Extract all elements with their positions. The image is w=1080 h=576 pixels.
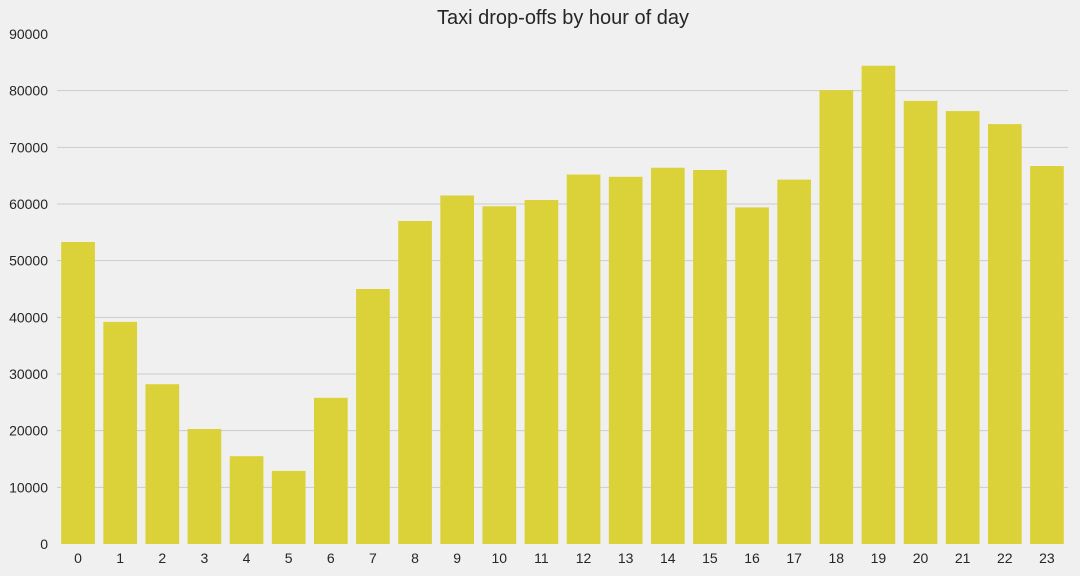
bar [693, 170, 727, 544]
x-tick-label: 11 [534, 550, 549, 566]
x-tick-label: 20 [913, 550, 929, 566]
x-tick-label: 8 [411, 550, 419, 566]
x-tick-label: 5 [285, 550, 293, 566]
y-tick-label: 60000 [9, 196, 48, 212]
bar [777, 179, 812, 544]
bar [356, 289, 390, 544]
x-tick-label: 9 [453, 550, 461, 566]
x-tick-label: 17 [786, 550, 802, 566]
bar [271, 470, 306, 544]
x-tick-label: 7 [369, 550, 377, 566]
bar [861, 65, 896, 544]
x-tick-label: 12 [576, 550, 592, 566]
bar [566, 174, 601, 545]
y-tick-label: 30000 [9, 366, 48, 382]
y-tick-label: 40000 [9, 309, 48, 325]
x-tick-label: 19 [871, 550, 887, 566]
x-tick-label: 6 [327, 550, 335, 566]
bar [987, 124, 1022, 544]
bar [187, 428, 222, 544]
bar [103, 321, 138, 544]
bar [819, 90, 854, 544]
x-tick-label: 4 [243, 550, 251, 566]
bar [398, 221, 432, 544]
bar [945, 111, 980, 545]
bar [650, 167, 685, 544]
bar [482, 206, 517, 544]
bar [61, 241, 95, 544]
bar [1030, 166, 1064, 545]
x-tick-label: 3 [201, 550, 209, 566]
x-tick-label: 18 [829, 550, 845, 566]
bar [145, 384, 180, 544]
y-tick-label: 70000 [9, 139, 48, 155]
bar [735, 207, 769, 544]
x-tick-label: 14 [660, 550, 676, 566]
y-tick-label: 0 [40, 536, 48, 552]
bar [524, 200, 559, 545]
bar [229, 456, 264, 544]
bar [440, 195, 475, 544]
x-tick-label: 1 [116, 550, 124, 566]
x-tick-label: 16 [744, 550, 760, 566]
x-tick-label: 22 [997, 550, 1013, 566]
bar [313, 397, 348, 544]
bar-layer [61, 65, 1064, 545]
x-tick-label: 2 [158, 550, 166, 566]
grid-layer [57, 90, 1068, 488]
y-tick-label: 50000 [9, 253, 48, 269]
x-tick-label: 10 [492, 550, 508, 566]
x-tick-label: 0 [74, 550, 82, 566]
y-tick-label: 80000 [9, 83, 48, 99]
x-axis-ticks: 0 1 2 3 4 5 6 7 8 9 10 11 12 13 14 15 16 17 18 19 20 21 22 23 [74, 550, 1055, 566]
bar [903, 100, 938, 544]
x-tick-label: 21 [955, 550, 971, 566]
x-tick-label: 23 [1039, 550, 1055, 566]
y-tick-label: 20000 [9, 423, 48, 439]
bar [608, 176, 643, 545]
y-tick-label: 10000 [9, 479, 48, 495]
chart-title: Taxi drop-offs by hour of day [437, 7, 689, 29]
x-tick-label: 13 [618, 550, 634, 566]
y-axis-ticks: 0 10000 20000 30000 40000 50000 60000 70000 8000… [9, 26, 48, 552]
y-tick-label: 90000 [9, 26, 48, 42]
x-tick-label: 15 [702, 550, 718, 566]
